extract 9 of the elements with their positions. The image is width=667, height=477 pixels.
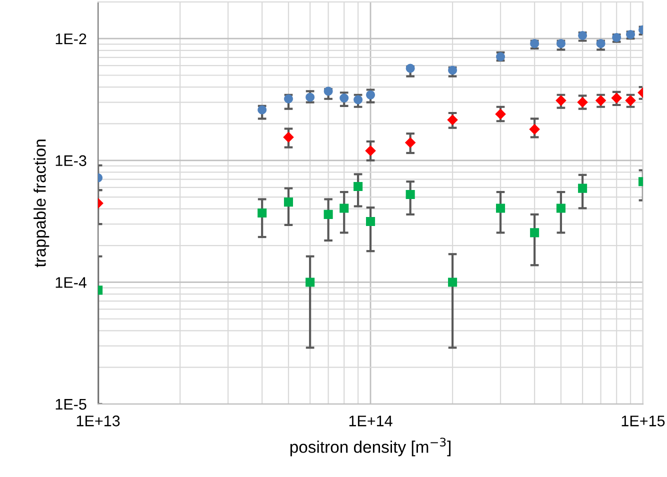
x-tick-label: 1E+13 [76, 416, 120, 426]
x-tick-label: 1E+14 [349, 416, 392, 426]
x-tick-label: 1E+15 [622, 416, 665, 426]
y-tick-label: 1E-5 [56, 399, 86, 410]
y-tick-label: 1E-3 [56, 155, 86, 166]
y-tick-label: 1E-2 [56, 33, 86, 44]
y-tick-label: 1E-4 [56, 277, 86, 288]
x-axis-title: positron density [m$^{−3}$] [290, 438, 450, 456]
y-axis-title: trappable fraction [34, 140, 50, 268]
